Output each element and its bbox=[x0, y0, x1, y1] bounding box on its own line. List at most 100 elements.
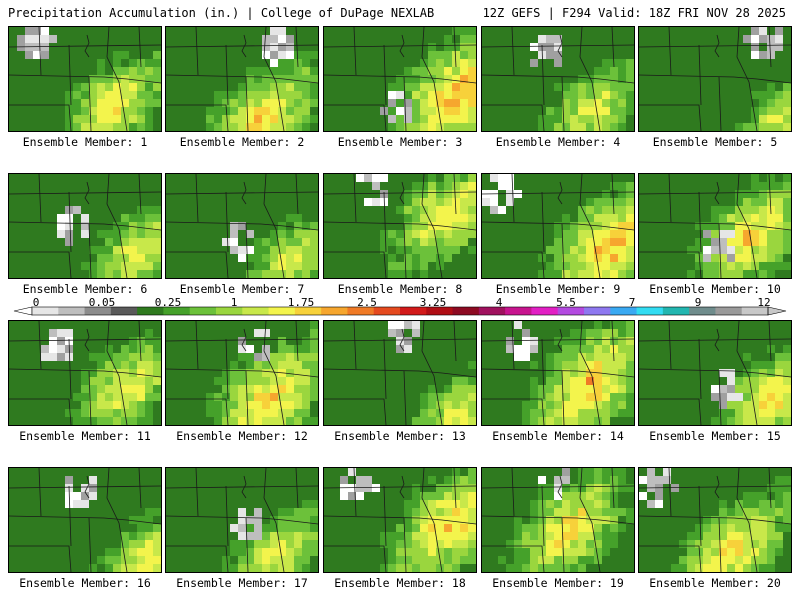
precipitation-field bbox=[166, 468, 318, 572]
ensemble-member-label: Ensemble Member: 12 bbox=[176, 429, 308, 443]
precipitation-field bbox=[166, 27, 318, 131]
ensemble-member-map-9 bbox=[481, 173, 635, 279]
ensemble-member-map-14 bbox=[481, 320, 635, 426]
model-valid-time: 12Z GEFS | F294 Valid: 18Z FRI NOV 28 20… bbox=[482, 6, 786, 20]
precipitation-field bbox=[482, 174, 634, 278]
ensemble-member-label: Ensemble Member: 4 bbox=[495, 135, 621, 149]
ensemble-member-map-17 bbox=[165, 467, 319, 573]
colorbar-segment bbox=[242, 307, 270, 315]
ensemble-member-map-12 bbox=[165, 320, 319, 426]
ensemble-member-label: Ensemble Member: 7 bbox=[179, 282, 305, 296]
colorbar-segment bbox=[610, 307, 638, 315]
colorbar-segment bbox=[400, 307, 427, 315]
precipitation-colorbar bbox=[13, 306, 787, 316]
ensemble-member-label: Ensemble Member: 5 bbox=[652, 135, 778, 149]
colorbar-segment bbox=[741, 307, 769, 315]
ensemble-member-map-5 bbox=[638, 26, 792, 132]
colorbar-segment bbox=[84, 307, 112, 315]
ensemble-member-label: Ensemble Member: 1 bbox=[22, 135, 148, 149]
ensemble-member-map-16 bbox=[8, 467, 162, 573]
colorbar-segment bbox=[715, 307, 743, 315]
colorbar-tick-label: 7 bbox=[628, 296, 636, 309]
ensemble-member-map-7 bbox=[165, 173, 319, 279]
colorbar-segment bbox=[373, 307, 401, 315]
precipitation-field bbox=[9, 27, 161, 131]
colorbar-tick-label: 1 bbox=[230, 296, 238, 309]
colorbar-segment bbox=[163, 307, 191, 315]
colorbar-tick-label: 4 bbox=[495, 296, 503, 309]
ensemble-member-label: Ensemble Member: 13 bbox=[334, 429, 466, 443]
ensemble-member-label: Ensemble Member: 9 bbox=[495, 282, 621, 296]
colorbar-segment bbox=[478, 307, 506, 315]
ensemble-member-label: Ensemble Member: 8 bbox=[337, 282, 463, 296]
ensemble-member-label: Ensemble Member: 6 bbox=[22, 282, 148, 296]
colorbar-segment bbox=[452, 307, 480, 315]
colorbar-tick-label: 1.75 bbox=[287, 296, 315, 309]
ensemble-member-label: Ensemble Member: 3 bbox=[337, 135, 463, 149]
ensemble-member-label: Ensemble Member: 19 bbox=[492, 576, 624, 590]
colorbar-tick-label: 5.5 bbox=[556, 296, 576, 309]
colorbar-high-arrow bbox=[767, 306, 787, 316]
colorbar-tick-label: 0 bbox=[32, 296, 40, 309]
map-title: Precipitation Accumulation (in.) | Colle… bbox=[8, 6, 435, 20]
ensemble-member-label: Ensemble Member: 15 bbox=[649, 429, 781, 443]
colorbar-segment bbox=[268, 307, 296, 315]
ensemble-member-label: Ensemble Member: 20 bbox=[649, 576, 781, 590]
colorbar-tick-label: 0.05 bbox=[88, 296, 116, 309]
ensemble-member-map-15 bbox=[638, 320, 792, 426]
colorbar-segment bbox=[584, 307, 611, 315]
colorbar-segment bbox=[58, 307, 86, 315]
colorbar-tick-label: 12 bbox=[757, 296, 771, 309]
colorbar-segment bbox=[216, 307, 243, 315]
colorbar-low-arrow bbox=[13, 306, 33, 316]
precipitation-field bbox=[324, 27, 476, 131]
ensemble-member-map-10 bbox=[638, 173, 792, 279]
colorbar-segment bbox=[505, 307, 532, 315]
ensemble-member-map-3 bbox=[323, 26, 477, 132]
precipitation-field bbox=[482, 27, 634, 131]
ensemble-member-label: Ensemble Member: 16 bbox=[19, 576, 151, 590]
ensemble-member-label: Ensemble Member: 14 bbox=[492, 429, 624, 443]
precipitation-field bbox=[166, 174, 318, 278]
colorbar-segment bbox=[294, 307, 322, 315]
ensemble-member-map-11 bbox=[8, 320, 162, 426]
precipitation-field bbox=[9, 468, 161, 572]
colorbar-segment bbox=[137, 307, 164, 315]
ensemble-member-label: Ensemble Member: 17 bbox=[176, 576, 308, 590]
ensemble-member-label: Ensemble Member: 10 bbox=[649, 282, 781, 296]
precipitation-field bbox=[9, 321, 161, 425]
precipitation-field bbox=[639, 321, 791, 425]
colorbar-segment bbox=[426, 307, 454, 315]
colorbar-segment bbox=[110, 307, 138, 315]
precipitation-field bbox=[324, 321, 476, 425]
colorbar-segment bbox=[531, 307, 559, 315]
colorbar-segment bbox=[321, 307, 348, 315]
ensemble-member-map-4 bbox=[481, 26, 635, 132]
precipitation-field bbox=[324, 174, 476, 278]
colorbar-segment bbox=[189, 307, 217, 315]
ensemble-member-map-13 bbox=[323, 320, 477, 426]
ensemble-member-map-1 bbox=[8, 26, 162, 132]
ensemble-member-label: Ensemble Member: 18 bbox=[334, 576, 466, 590]
colorbar-segment bbox=[689, 307, 716, 315]
ensemble-member-map-19 bbox=[481, 467, 635, 573]
colorbar-tick-label: 9 bbox=[694, 296, 702, 309]
ensemble-member-label: Ensemble Member: 2 bbox=[179, 135, 305, 149]
colorbar-segment bbox=[662, 307, 690, 315]
colorbar-segment bbox=[32, 307, 59, 315]
colorbar-segment bbox=[557, 307, 585, 315]
colorbar-segment bbox=[347, 307, 375, 315]
colorbar-segment bbox=[636, 307, 664, 315]
precipitation-field bbox=[639, 27, 791, 131]
ensemble-member-map-18 bbox=[323, 467, 477, 573]
colorbar-tick-label: 2.5 bbox=[357, 296, 377, 309]
precipitation-field bbox=[639, 174, 791, 278]
ensemble-member-map-6 bbox=[8, 173, 162, 279]
precipitation-field bbox=[324, 468, 476, 572]
precipitation-field bbox=[639, 468, 791, 572]
precipitation-field bbox=[482, 321, 634, 425]
precipitation-field bbox=[166, 321, 318, 425]
colorbar-tick-label: 3.25 bbox=[419, 296, 447, 309]
ensemble-member-map-20 bbox=[638, 467, 792, 573]
colorbar-tick-label: 0.25 bbox=[154, 296, 182, 309]
